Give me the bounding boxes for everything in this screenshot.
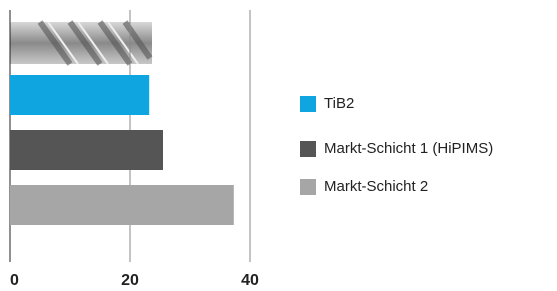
chart: 0 20 40 TiB2 Markt-Schicht 1 (HiPIMS) Markt-S… bbox=[0, 0, 557, 291]
legend-label: Markt-Schicht 2 bbox=[324, 178, 428, 195]
x-tick-label: 20 bbox=[121, 272, 139, 289]
tool-image bbox=[10, 22, 152, 64]
bar bbox=[10, 75, 149, 115]
legend-swatch bbox=[300, 141, 316, 157]
bar bbox=[10, 130, 163, 170]
legend-swatch bbox=[300, 96, 316, 112]
legend-label: TiB2 bbox=[324, 95, 354, 112]
x-tick-label: 0 bbox=[10, 272, 19, 289]
legend-label: Markt-Schicht 1 (HiPIMS) bbox=[324, 140, 493, 157]
x-tick-label: 40 bbox=[241, 272, 259, 289]
legend-swatch bbox=[300, 179, 316, 195]
bar bbox=[10, 185, 234, 225]
